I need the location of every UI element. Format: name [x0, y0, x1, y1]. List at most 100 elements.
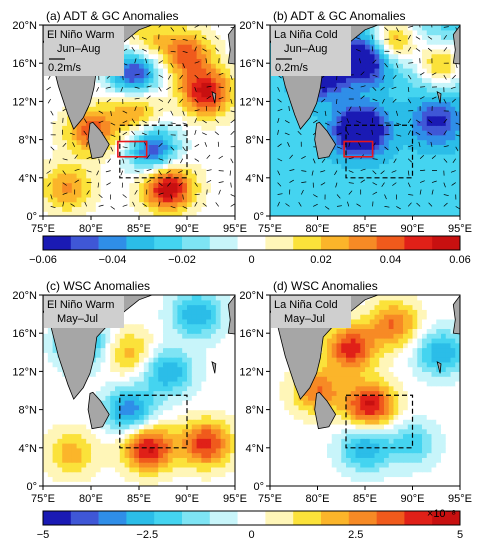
- field-cell: [182, 72, 188, 79]
- field-cell: [167, 466, 174, 473]
- field-cell: [119, 476, 126, 482]
- field-cell: [374, 87, 380, 93]
- field-cell: [384, 67, 390, 74]
- field-cell: [422, 153, 428, 160]
- field-cell: [172, 149, 178, 155]
- field-cell: [172, 125, 178, 131]
- field-cell: [95, 438, 102, 444]
- field-cell: [163, 130, 169, 136]
- field-cell: [163, 110, 169, 117]
- current-vector: [396, 146, 400, 152]
- field-cell: [211, 187, 217, 193]
- current-vector: [141, 37, 147, 40]
- field-cell: [350, 182, 357, 188]
- field-cell: [360, 106, 366, 112]
- field-cell: [124, 376, 130, 382]
- field-cell: [62, 390, 68, 396]
- field-cell: [143, 206, 150, 212]
- field-cell: [177, 168, 183, 174]
- field-cell: [134, 44, 140, 50]
- field-cell: [196, 400, 202, 406]
- field-cell: [346, 182, 352, 188]
- field-cell: [441, 177, 447, 184]
- field-cell: [336, 77, 342, 83]
- field-cell: [158, 452, 164, 458]
- field-cell: [398, 201, 404, 208]
- field-cell: [230, 357, 235, 363]
- field-cell: [67, 462, 73, 468]
- field-cell: [129, 211, 135, 216]
- current-vector: [287, 142, 290, 147]
- inset-case: La Niña Cold: [274, 29, 338, 41]
- field-cell: [431, 192, 437, 198]
- field-cell: [350, 149, 357, 155]
- field-cell: [303, 177, 309, 184]
- field-cell: [153, 163, 159, 169]
- field-cell: [172, 457, 178, 463]
- field-cell: [100, 192, 106, 198]
- field-cell: [206, 409, 212, 415]
- field-cell: [322, 110, 328, 117]
- field-cell: [52, 110, 58, 117]
- field-cell: [215, 101, 222, 107]
- field-cell: [163, 106, 169, 112]
- field-cell: [43, 110, 49, 117]
- current-vector: [321, 98, 326, 103]
- field-cell: [215, 371, 222, 377]
- field-cell: [105, 380, 111, 387]
- field-cell: [206, 101, 212, 107]
- field-cell: [331, 106, 338, 112]
- field-cell: [336, 130, 342, 136]
- field-cell: [274, 206, 281, 212]
- field-cell: [43, 371, 49, 377]
- field-cell: [369, 91, 376, 98]
- field-cell: [71, 452, 78, 458]
- field-cell: [105, 120, 111, 126]
- field-cell: [95, 443, 102, 449]
- field-cell: [158, 371, 164, 377]
- field-cell: [436, 125, 442, 131]
- current-vector: [202, 119, 207, 124]
- field-cell: [182, 462, 188, 468]
- field-cell: [369, 168, 376, 174]
- field-cell: [201, 414, 207, 420]
- field-cell: [187, 481, 193, 486]
- field-cell: [215, 443, 222, 449]
- field-cell: [134, 134, 140, 141]
- field-cell: [341, 158, 347, 165]
- field-cell: [455, 63, 460, 69]
- field-cell: [274, 182, 281, 188]
- field-cell: [163, 457, 169, 463]
- field-cell: [327, 201, 333, 208]
- current-vector: [391, 86, 397, 90]
- field-cell: [172, 44, 178, 50]
- field-cell: [47, 206, 54, 212]
- field-cell: [139, 471, 145, 478]
- field-cell: [303, 168, 309, 174]
- field-cell: [47, 149, 54, 155]
- field-cell: [225, 428, 231, 435]
- field-cell: [71, 457, 78, 463]
- field-cell: [369, 67, 376, 74]
- field-cell: [76, 187, 82, 193]
- field-cell: [289, 115, 295, 122]
- field-cell: [129, 361, 135, 368]
- field-cell: [62, 115, 68, 122]
- field-cell: [230, 149, 235, 155]
- field-cell: [124, 53, 130, 60]
- field-cell: [211, 182, 217, 188]
- field-cell: [119, 390, 126, 396]
- field-cell: [407, 196, 414, 203]
- field-cell: [374, 206, 380, 212]
- field-cell: [422, 211, 428, 216]
- field-cell: [201, 438, 207, 444]
- field-cell: [393, 206, 399, 212]
- field-cell: [196, 163, 202, 169]
- field-cell: [43, 177, 49, 184]
- field-cell: [47, 390, 54, 396]
- field-cell: [274, 201, 281, 208]
- field-cell: [187, 376, 193, 382]
- field-cell: [220, 153, 226, 160]
- field-cell: [215, 390, 222, 396]
- field-cell: [177, 347, 183, 353]
